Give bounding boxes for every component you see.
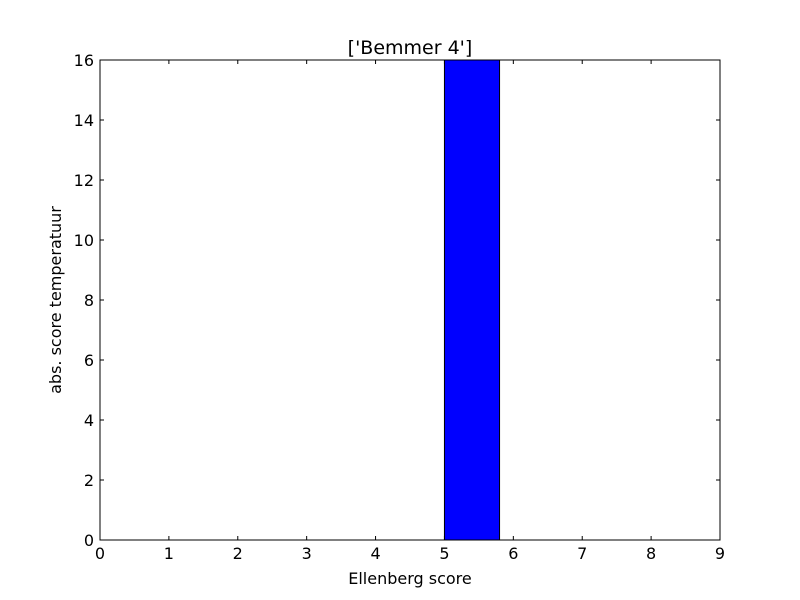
x-tick-label-8: 8 [646,544,656,563]
y-tick-label-6: 6 [84,351,94,370]
x-tick-label-9: 9 [715,544,725,563]
x-axis-title: Ellenberg score [348,569,472,588]
x-tick-label-2: 2 [233,544,243,563]
y-tick-label-12: 12 [74,171,94,190]
y-tick-label-2: 2 [84,471,94,490]
x-tick-label-4: 4 [370,544,380,563]
y-tick-label-8: 8 [84,291,94,310]
y-tick-label-14: 14 [74,111,94,130]
x-tick-label-3: 3 [302,544,312,563]
chart-title: ['Bemmer 4'] [348,37,473,59]
x-tick-label-1: 1 [164,544,174,563]
x-tick-label-5: 5 [439,544,449,563]
bars-group [443,59,501,541]
x-tick-label-6: 6 [508,544,518,563]
y-axis-title: abs. score temperatuur [46,206,65,394]
y-tick-label-4: 4 [84,411,94,430]
y-tick-label-10: 10 [74,231,94,250]
x-tick-label-7: 7 [577,544,587,563]
y-tick-label-0: 0 [84,531,94,550]
y-tick-label-16: 16 [74,51,94,70]
bar-5 [443,59,501,541]
x-tick-label-0: 0 [95,544,105,563]
